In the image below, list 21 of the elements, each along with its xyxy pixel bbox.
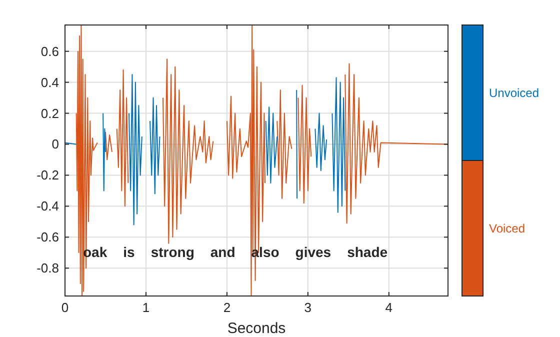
text: Unvoiced (489, 86, 540, 100)
annotation: and (210, 244, 236, 260)
x-axis-title: Seconds (227, 320, 286, 337)
x-tick-label: 2 (223, 300, 231, 315)
y-tick-label: 0.2 (40, 106, 59, 121)
x-tick-label: 0 (61, 300, 69, 315)
y-tick-label: -0.2 (36, 168, 59, 183)
y-tick-label: 0.6 (40, 44, 59, 59)
x-tick-label: 1 (142, 300, 150, 315)
y-tick-label: 0.4 (40, 74, 59, 90)
text: Voiced (489, 221, 526, 236)
annotation: strong (150, 244, 194, 260)
y-tick-label: -0.4 (36, 198, 59, 214)
annotation: gives (295, 244, 332, 260)
annotation: is (123, 244, 136, 260)
x-tick-label: 3 (304, 300, 312, 315)
annotation: shade (347, 244, 388, 260)
x-tick-label: 4 (385, 300, 393, 315)
y-tick-label: -0.8 (36, 260, 59, 276)
y-tick-label: 0 (52, 136, 59, 152)
y-tick-label: -0.6 (36, 230, 59, 245)
